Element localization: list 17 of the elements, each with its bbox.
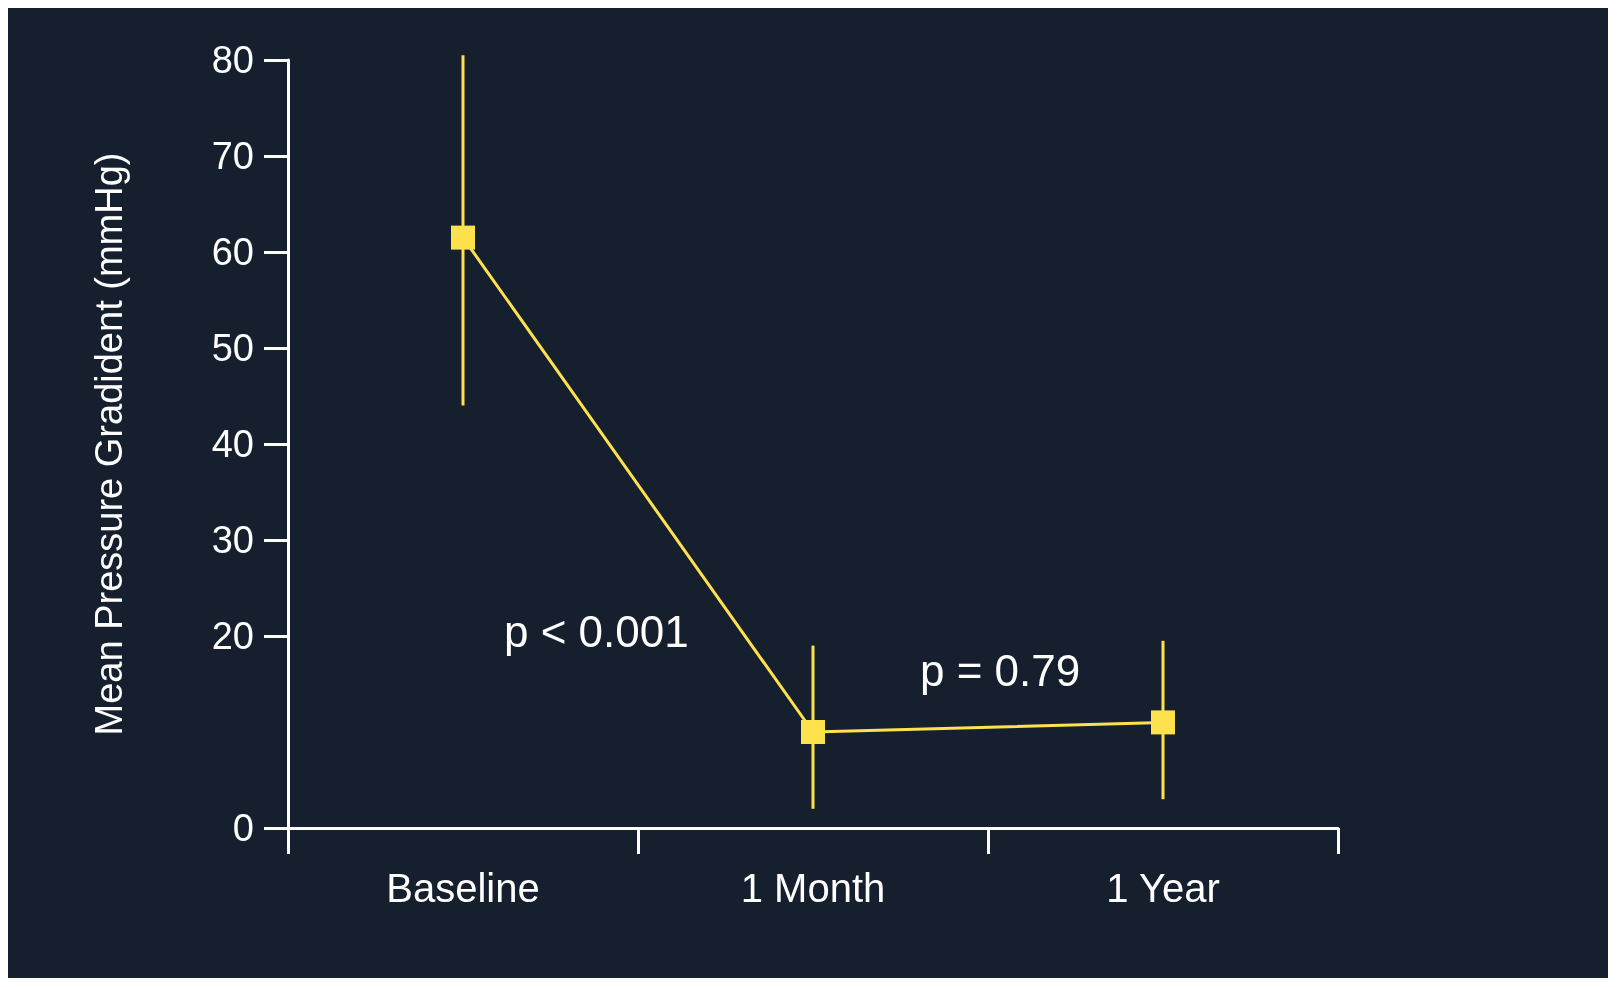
y-tick-label: 70	[211, 135, 254, 177]
point	[1151, 710, 1175, 735]
x-tick-label: 1 Month	[740, 866, 886, 910]
y-tick-label: 20	[211, 615, 254, 657]
annotation: p < 0.001	[504, 606, 689, 656]
annotation: p = 0.79	[920, 645, 1081, 695]
point	[451, 225, 475, 250]
y-tick-label: 60	[211, 231, 254, 273]
x-tick-label: Baseline	[386, 866, 540, 910]
point	[801, 720, 825, 744]
y-axis-title: Mean Pressure Gradident (mmHg)	[88, 152, 130, 736]
y-tick-label: 80	[211, 39, 254, 81]
y-tick-label: 0	[232, 807, 254, 849]
y-tick-label: 30	[211, 519, 254, 561]
y-tick-label: 50	[211, 327, 254, 369]
y-tick-label: 40	[211, 423, 254, 465]
x-tick-label: 1 Year	[1106, 866, 1220, 910]
